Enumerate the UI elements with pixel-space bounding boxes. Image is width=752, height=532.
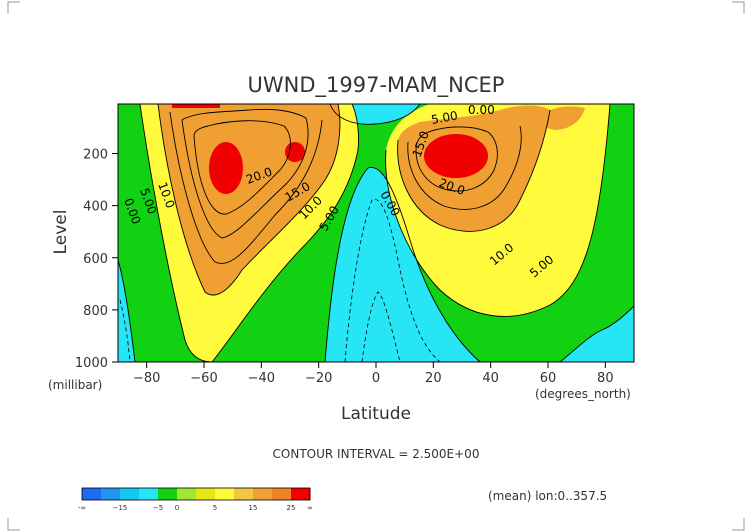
- crop-marks: [7, 1, 745, 531]
- contour-fill-cyan-north: [560, 306, 634, 362]
- x-axis-unit: (degrees_north): [535, 387, 631, 401]
- y-tick-label: 400: [83, 200, 108, 215]
- colorbar-label: ∞: [307, 504, 313, 512]
- colorbar-swatch: [196, 488, 216, 500]
- jet-core-south-top: [172, 104, 220, 108]
- colorbar-label: -∞: [78, 504, 86, 512]
- jet-core-south-2: [285, 142, 305, 162]
- colorbar-label: 0: [175, 504, 179, 512]
- colorbar-swatch: [177, 488, 197, 500]
- colorbar-label: 5: [213, 504, 217, 512]
- colorbar-label: 25: [287, 504, 296, 512]
- jet-core-north: [424, 134, 488, 178]
- y-tick-label: 200: [83, 148, 108, 163]
- colorbar-swatch: [291, 488, 311, 500]
- x-axis: −80 −60 −40 −20 0 20 40 60 80: [133, 362, 614, 386]
- colorbar-swatch: [272, 488, 292, 500]
- contour-label: 0.00: [468, 103, 495, 117]
- y-tick-label: 1000: [75, 356, 108, 371]
- colorbar-label: 15: [249, 504, 258, 512]
- colorbar-swatch: [101, 488, 121, 500]
- x-tick-label: −40: [248, 371, 275, 386]
- contour-fill-orange-topright: [539, 106, 585, 130]
- y-axis-label: Level: [51, 210, 71, 255]
- colorbar-swatch: [120, 488, 140, 500]
- chart-title: UWND_1997-MAM_NCEP: [248, 73, 505, 98]
- colorbar-swatch: [234, 488, 254, 500]
- contour-lines-negative: [119, 198, 441, 362]
- colorbar-label: −15: [113, 504, 128, 512]
- x-tick-label: −20: [305, 371, 332, 386]
- x-tick-label: 60: [540, 371, 557, 386]
- contour-fill-cyan-south: [118, 260, 135, 362]
- x-tick-label: 20: [425, 371, 442, 386]
- colorbar-swatch: [253, 488, 273, 500]
- plot-area: [118, 104, 634, 362]
- colorbar: -∞ −15 −5 0 5 15 25 ∞: [78, 487, 313, 512]
- colorbar-swatch: [139, 488, 159, 500]
- contour-label: 5.00: [430, 109, 459, 127]
- contour-lines: [118, 104, 634, 362]
- colorbar-swatch: [158, 488, 178, 500]
- y-tick-label: 600: [83, 252, 108, 267]
- colorbar-frame: [81, 487, 311, 501]
- contour-interval: CONTOUR INTERVAL = 2.500E+00: [273, 447, 480, 461]
- colorbar-swatch: [82, 488, 102, 500]
- colorbar-label: −5: [153, 504, 163, 512]
- y-axis-unit: (millibar): [48, 378, 102, 392]
- colorbar-swatch: [215, 488, 235, 500]
- y-tick-label: 800: [83, 304, 108, 319]
- x-tick-label: −60: [190, 371, 217, 386]
- jet-core-south: [209, 142, 243, 194]
- x-tick-label: 40: [482, 371, 499, 386]
- x-tick-label: 0: [372, 371, 380, 386]
- y-axis: 200 400 600 800 1000: [75, 148, 118, 371]
- x-axis-label: Latitude: [341, 404, 411, 424]
- x-tick-label: −80: [133, 371, 160, 386]
- footnote: (mean) lon:0..357.5: [488, 489, 607, 503]
- x-tick-label: 80: [597, 371, 614, 386]
